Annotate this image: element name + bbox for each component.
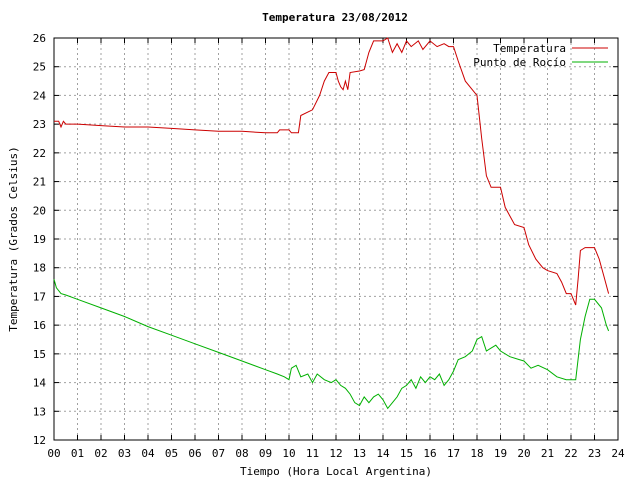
x-tick-label: 23 — [588, 447, 601, 460]
grid-lines — [54, 38, 618, 440]
chart-title: Temperatura 23/08/2012 — [262, 11, 408, 24]
y-tick-label: 13 — [33, 405, 46, 418]
y-tick-labels: 12 13 14 15 16 17 18 19 20 21 22 23 24 25 26 — [33, 32, 47, 447]
x-tick-label: 10 — [282, 447, 295, 460]
legend-label-punto-de-rocio: Punto de Rocío — [473, 56, 566, 69]
data-series — [53, 37, 610, 410]
x-tick-label: 24 — [611, 447, 625, 460]
x-tick-label: 21 — [541, 447, 554, 460]
x-tick-label: 20 — [517, 447, 530, 460]
legend: Temperatura Punto de Rocío — [473, 42, 608, 69]
y-tick-label: 19 — [33, 233, 46, 246]
y-tick-label: 17 — [33, 290, 46, 303]
y-tick-label: 24 — [33, 89, 47, 102]
x-tick-label: 22 — [564, 447, 577, 460]
x-tick-label: 09 — [259, 447, 272, 460]
y-tick-label: 25 — [33, 61, 46, 74]
x-tick-label: 17 — [447, 447, 460, 460]
y-tick-label: 16 — [33, 319, 46, 332]
x-tick-label: 18 — [470, 447, 483, 460]
series-line-temperatura — [54, 37, 610, 306]
y-tick-label: 14 — [33, 377, 47, 390]
y-tick-label: 18 — [33, 262, 46, 275]
x-tick-labels: 00 01 02 03 04 05 06 07 08 09 10 11 12 13 14 15 16 17 18 19… — [47, 447, 625, 460]
y-tick-label: 21 — [33, 176, 46, 189]
x-tick-label: 07 — [212, 447, 225, 460]
x-tick-label: 03 — [118, 447, 131, 460]
x-tick-label: 12 — [329, 447, 342, 460]
x-axis-label: Tiempo (Hora Local Argentina) — [240, 465, 432, 478]
y-tick-label: 23 — [33, 118, 46, 131]
y-tick-label: 15 — [33, 348, 46, 361]
y-tick-label: 20 — [33, 204, 46, 217]
x-tick-label: 04 — [141, 447, 155, 460]
legend-label-temperatura: Temperatura — [493, 42, 566, 55]
y-tick-label: 26 — [33, 32, 46, 45]
x-tick-label: 14 — [376, 447, 390, 460]
x-tick-label: 05 — [165, 447, 178, 460]
series-line-punto-de-rocio — [53, 279, 610, 410]
y-tick-label: 22 — [33, 147, 46, 160]
x-tick-label: 08 — [235, 447, 248, 460]
y-axis-label: Temperatura (Grados Celsius) — [7, 146, 20, 331]
x-tick-label: 06 — [188, 447, 201, 460]
y-tick-label: 12 — [33, 434, 46, 447]
x-tick-label: 11 — [306, 447, 319, 460]
x-tick-label: 16 — [423, 447, 436, 460]
x-tick-label: 00 — [47, 447, 60, 460]
x-tick-label: 15 — [400, 447, 413, 460]
x-tick-label: 13 — [353, 447, 366, 460]
x-tick-label: 01 — [71, 447, 84, 460]
x-tick-label: 19 — [494, 447, 507, 460]
x-tick-label: 02 — [94, 447, 107, 460]
